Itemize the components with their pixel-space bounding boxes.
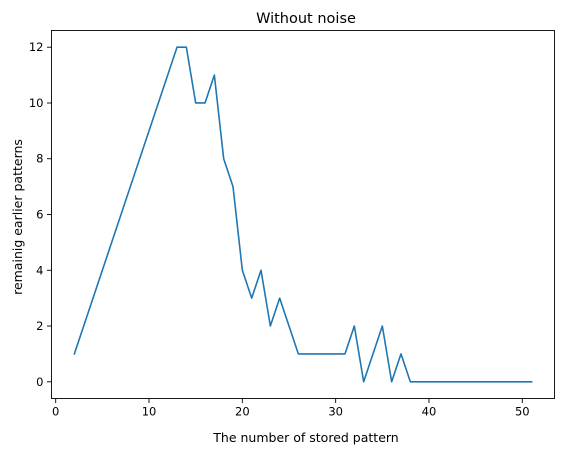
- y-tick-label: 4: [36, 263, 43, 277]
- plot-frame: [51, 30, 555, 399]
- y-tick-label: 6: [36, 208, 43, 222]
- y-axis-label: remainig earlier patterns: [10, 139, 25, 295]
- x-tick-label: 30: [328, 405, 343, 419]
- y-tick-label: 0: [36, 375, 43, 389]
- chart-title: Without noise: [256, 11, 356, 27]
- series-line-0: [73, 46, 533, 383]
- y-tick-label: 10: [29, 96, 44, 110]
- series-layer: [73, 46, 533, 383]
- y-tick-label: 2: [36, 319, 43, 333]
- y-axis: 0 2 4 6 8 10 12: [29, 40, 52, 389]
- x-tick-label: 20: [235, 405, 250, 419]
- x-tick-label: 50: [515, 405, 530, 419]
- x-tick-label: 10: [142, 405, 157, 419]
- y-tick-label: 8: [36, 152, 43, 166]
- x-axis: 0 10 20 30 40 50: [52, 398, 530, 419]
- x-tick-label: 0: [52, 405, 59, 419]
- plot-area: [51, 30, 555, 399]
- y-tick-label: 12: [29, 40, 44, 54]
- x-tick-label: 40: [422, 405, 437, 419]
- x-axis-label: The number of stored pattern: [212, 430, 398, 445]
